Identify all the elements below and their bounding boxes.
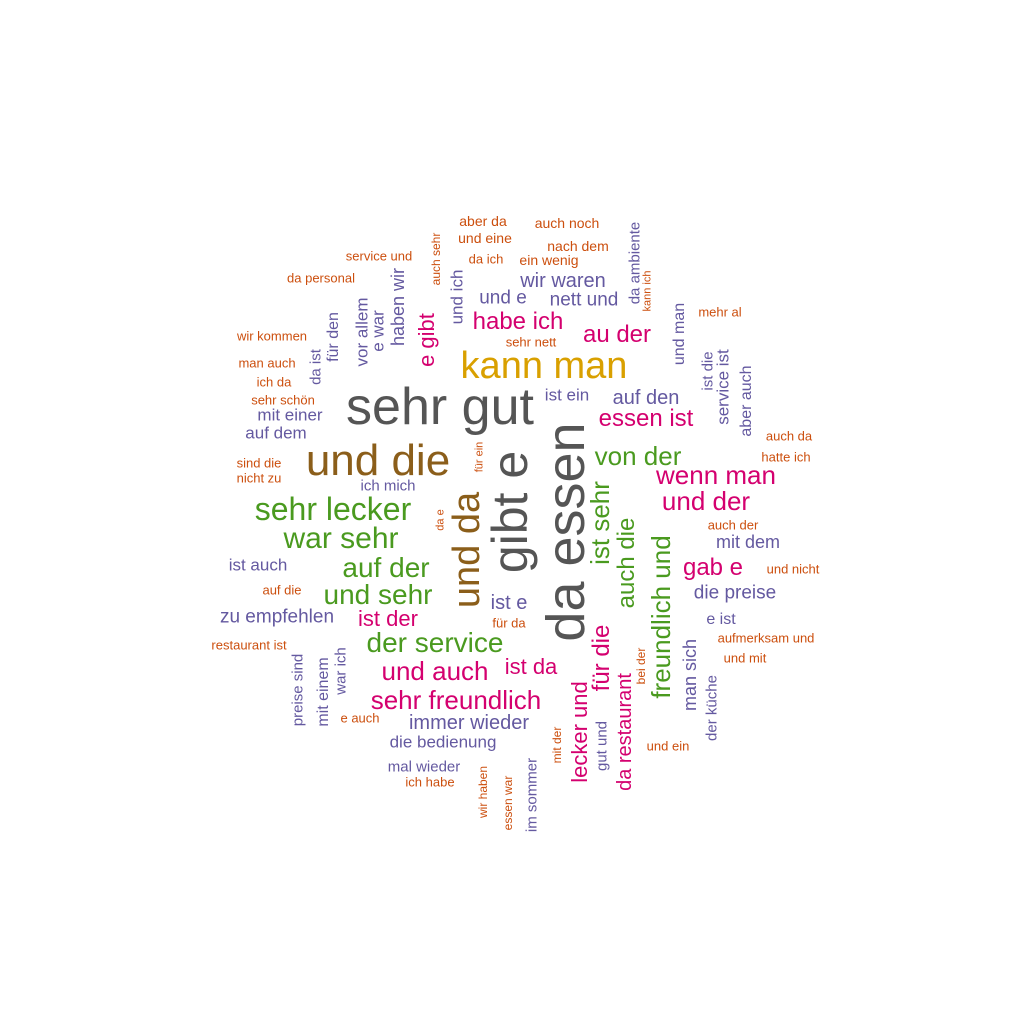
word-und-sehr: und sehr <box>323 579 433 610</box>
word-und-nicht: und nicht <box>766 561 820 577</box>
word-und-der: und der <box>661 486 751 516</box>
word-sehr-gut: sehr gut <box>346 378 534 436</box>
word-da-personal: da personal <box>287 270 355 286</box>
word-da-ist: da ist <box>307 349 325 385</box>
word-da-e: da e <box>434 509 447 531</box>
word-die-preise: die preise <box>693 582 777 604</box>
word-aufmerksam-und: aufmerksam und <box>717 630 815 646</box>
word-essen-war: essen war <box>501 775 515 831</box>
word-aber-auch: aber auch <box>738 365 755 437</box>
word-und-man: und man <box>671 302 688 366</box>
word-sehr-freundlich: sehr freundlich <box>370 685 542 715</box>
word-vor-allem: vor allem <box>352 297 372 367</box>
word-restaurant-ist: restaurant ist <box>211 637 287 653</box>
word-da-ich: da ich <box>468 251 504 267</box>
word-e-gibt: e gibt <box>414 313 439 367</box>
word-gab-e: gab e <box>682 554 744 581</box>
word-au-der: au der <box>582 321 652 348</box>
word-auch-noch: auch noch <box>534 215 600 231</box>
word-essen-ist: essen ist <box>598 405 694 432</box>
word-auch-der: auch der <box>707 517 759 533</box>
word-fuer-ein: für ein <box>473 441 486 473</box>
word-service-und: service und <box>345 248 413 264</box>
word-mehr-al: mehr al <box>698 304 742 320</box>
word-ist-da: ist da <box>504 654 558 679</box>
word-mal-wieder: mal wieder <box>387 758 461 776</box>
word-wir-kommen: wir kommen <box>236 328 308 344</box>
word-auf-den: auf den <box>612 387 680 409</box>
word-kann-man: kann man <box>460 345 628 387</box>
word-und-mit: und mit <box>723 650 767 666</box>
word-sehr-lecker: sehr lecker <box>254 491 412 527</box>
word-auf-dem: auf dem <box>245 423 307 443</box>
word-wir-waren: wir waren <box>520 270 606 292</box>
word-man-auch: man auch <box>238 355 296 371</box>
word-kann-ich: kann ich <box>641 270 654 312</box>
word-mit-dem: mit dem <box>715 532 781 552</box>
word-auf-die: auf die <box>262 582 302 598</box>
word-e-war: e war <box>368 310 388 352</box>
word-zu-empfehlen: zu empfehlen <box>219 606 335 628</box>
word-im-sommer: im sommer <box>523 757 541 833</box>
word-mit-einem: mit einem <box>315 657 332 727</box>
word-mit-der: mit der <box>550 726 564 764</box>
word-service-ist: service ist <box>713 349 733 425</box>
word-aber-da: aber da <box>459 213 507 229</box>
word-und-e: und e <box>479 287 527 309</box>
word-e-ist: e ist <box>706 611 736 628</box>
word-ist-auch: ist auch <box>228 555 288 575</box>
word-gut-und: gut und <box>593 720 611 772</box>
word-e-auch: e auch <box>340 710 380 726</box>
word-und-ich: und ich <box>447 269 467 325</box>
word-preise-sind: preise sind <box>289 653 307 727</box>
word-man-sich: man sich <box>680 638 700 712</box>
word-ist-der: ist der <box>358 606 418 631</box>
word-ist-ein: ist ein <box>544 385 590 405</box>
word-immer-wieder: immer wieder <box>408 712 530 734</box>
word-der-kueche: der küche <box>703 675 721 741</box>
word-die-bedienung: die bedienung <box>389 732 497 752</box>
word-wenn-man: wenn man <box>656 460 776 490</box>
word-hatte-ich: hatte ich <box>761 449 811 465</box>
word-freundlich-und: freundlich und <box>646 535 676 699</box>
word-bei-der: bei der <box>634 647 648 685</box>
word-lecker-und: lecker und <box>567 681 592 783</box>
word-ist-sehr: ist sehr <box>585 481 615 565</box>
word-ich-da: ich da <box>256 374 292 390</box>
word-und-da: und da <box>446 491 488 609</box>
word-auch-die: auch die <box>613 517 640 609</box>
word-auch-da: auch da <box>765 428 813 444</box>
word-nicht-zu: nicht zu <box>236 470 282 486</box>
word-und-ein: und ein <box>646 738 690 754</box>
word-war-sehr: war sehr <box>283 522 399 555</box>
word-gibt-e: gibt e <box>482 450 538 574</box>
word-und-die: und die <box>305 436 451 485</box>
word-ich-habe: ich habe <box>405 774 455 790</box>
word-ich-mich: ich mich <box>360 477 416 495</box>
word-fuer-den: für den <box>325 312 342 362</box>
word-sehr-schoen: sehr schön <box>251 392 315 408</box>
word-wir-haben: wir haben <box>476 765 490 819</box>
word-ein-wenig: ein wenig <box>519 252 579 268</box>
word-sind-die: sind die <box>236 455 282 471</box>
word-auf-der: auf der <box>342 552 430 583</box>
word-von-der: von der <box>594 441 682 471</box>
word-sehr-nett: sehr nett <box>505 334 557 350</box>
word-fuer-da: für da <box>492 615 526 631</box>
word-nett-und: nett und <box>549 289 619 311</box>
word-fuer-die: für die <box>588 624 615 692</box>
word-mit-einer: mit einer <box>257 405 323 425</box>
word-auch-sehr: auch sehr <box>429 232 443 286</box>
word-war-ich: war ich <box>332 647 350 695</box>
word-da-ambiente: da ambiente <box>626 221 644 305</box>
word-haben-wir: haben wir <box>388 267 408 347</box>
word-und-auch: und auch <box>381 656 489 686</box>
word-nach-dem: nach dem <box>547 238 609 254</box>
word-habe-ich: habe ich <box>472 308 564 335</box>
word-da-restaurant: da restaurant <box>614 673 636 791</box>
word-der-service: der service <box>366 627 504 658</box>
word-ist-e: ist e <box>490 592 528 614</box>
word-und-eine: und eine <box>458 230 512 246</box>
